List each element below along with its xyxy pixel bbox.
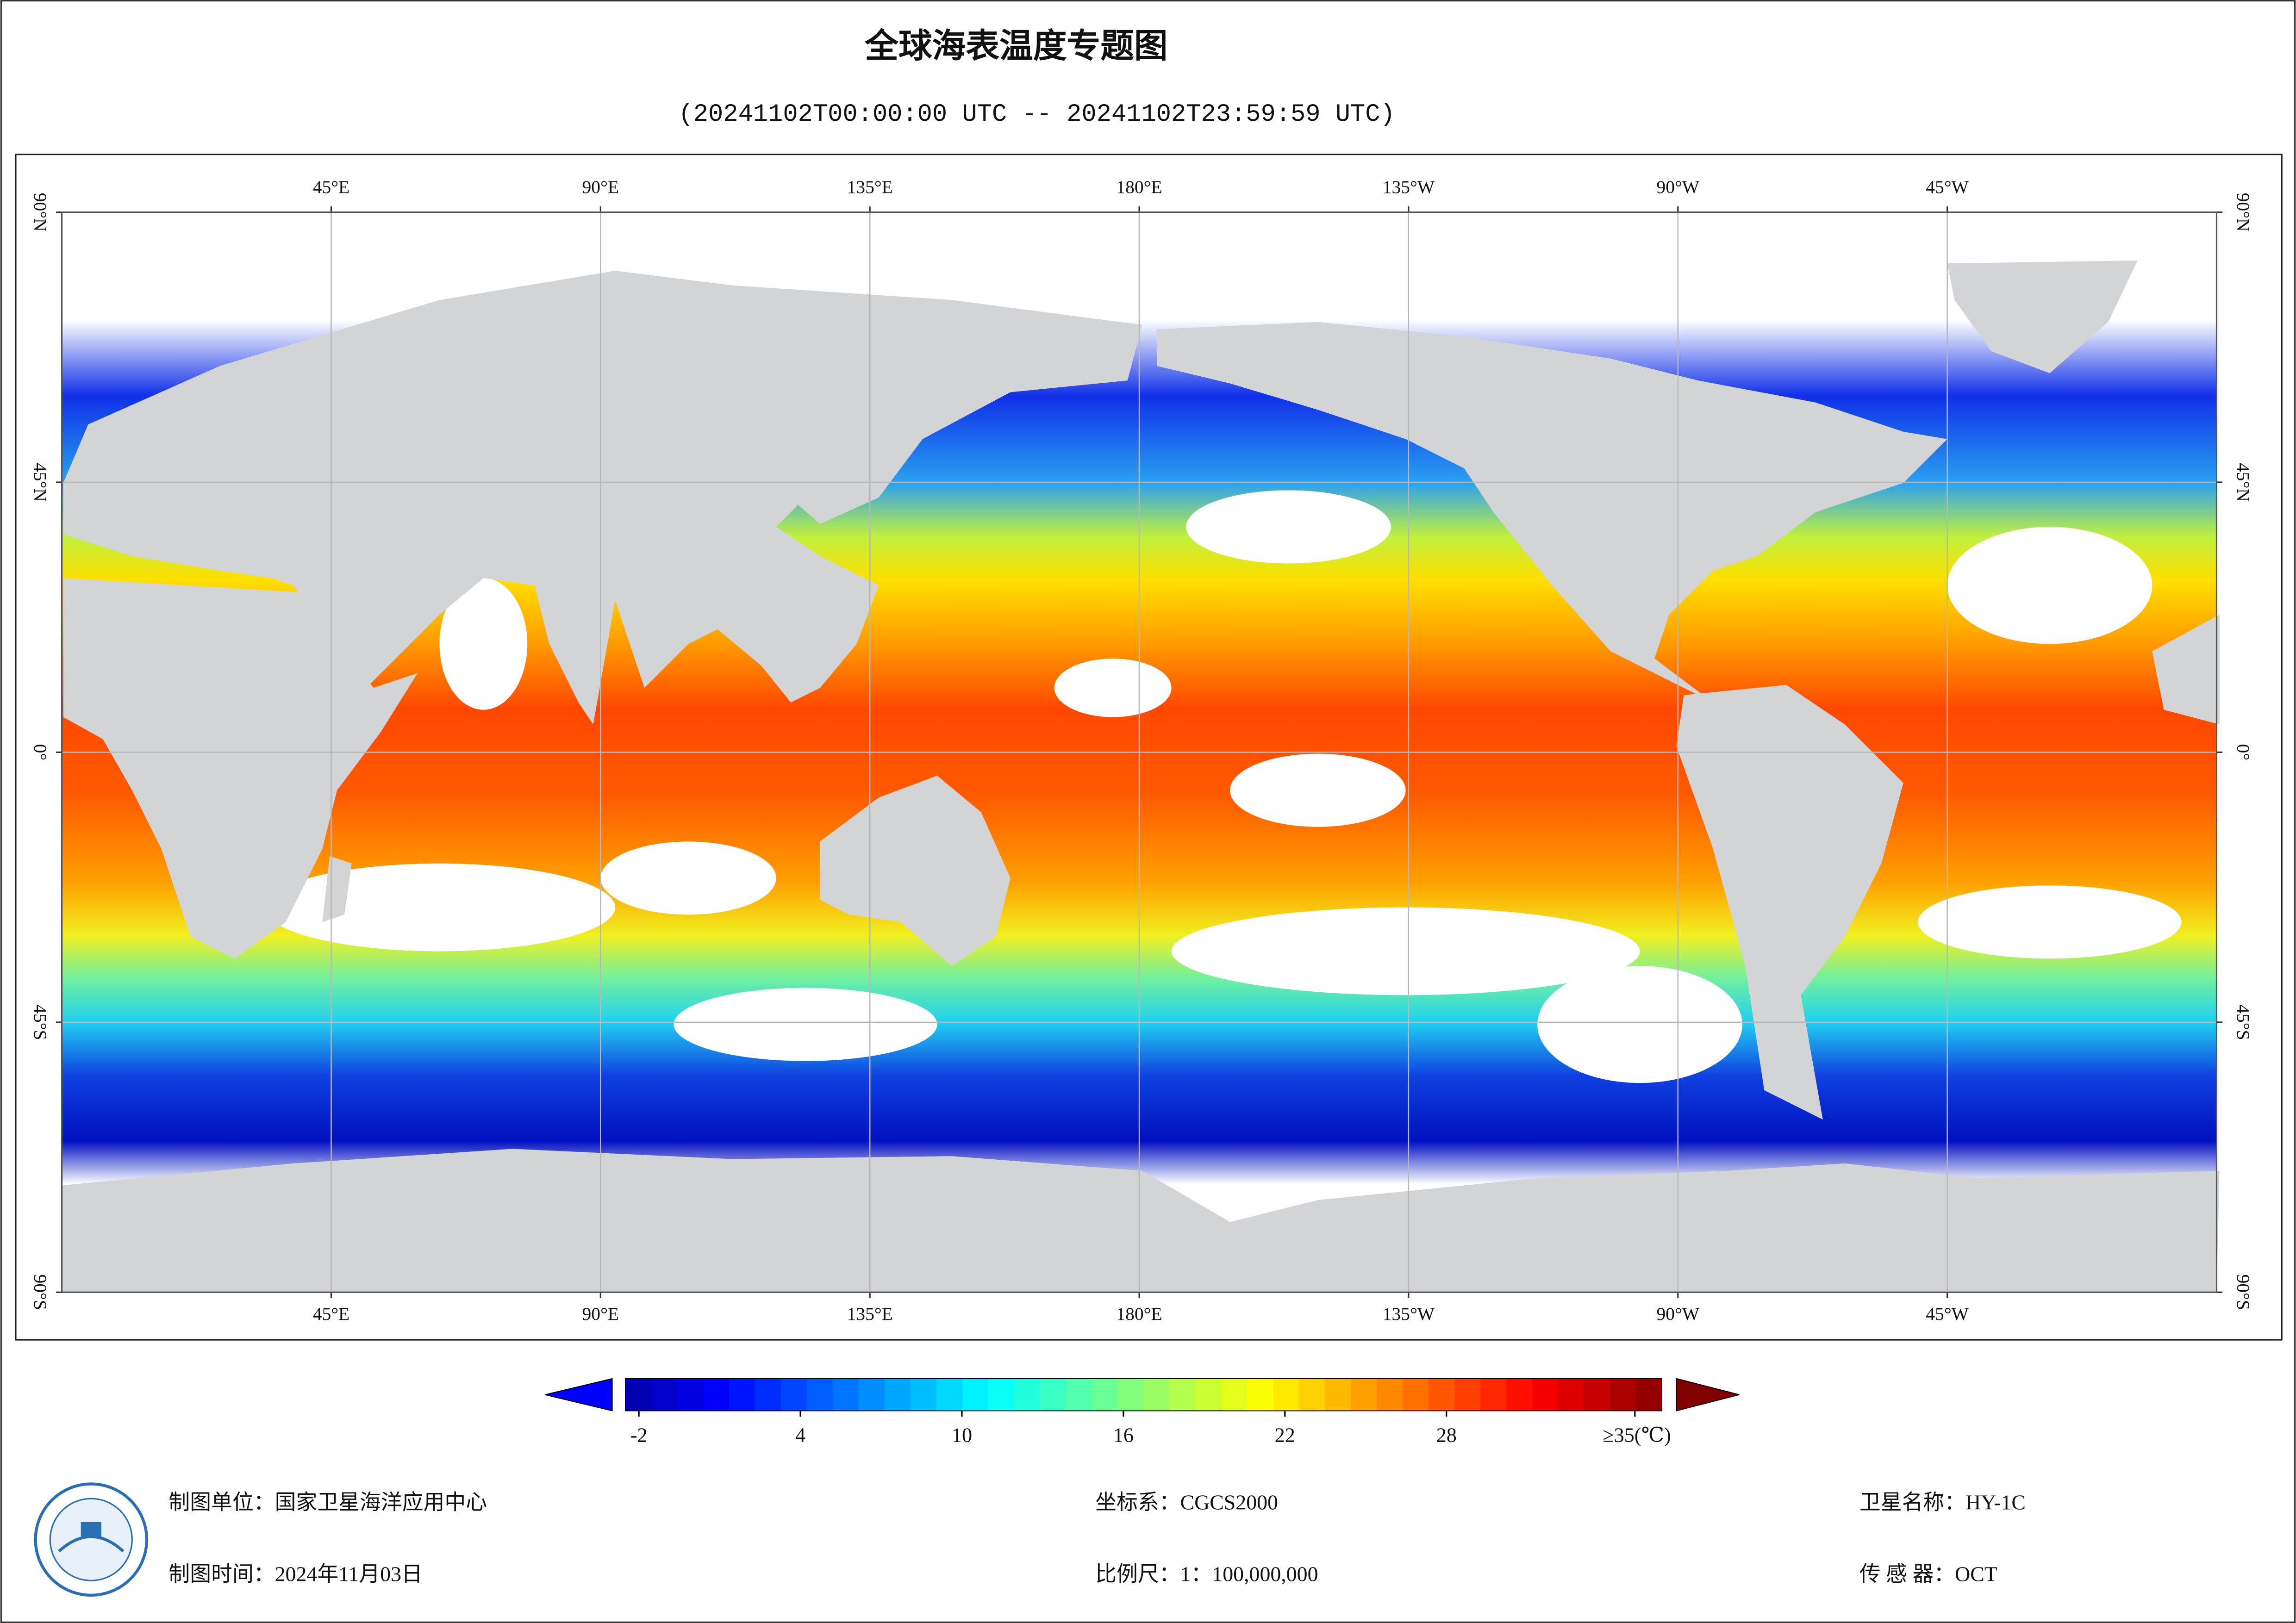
lat-label: 0°	[30, 744, 50, 761]
colorbar-swatch	[884, 1378, 911, 1411]
colorbar-swatch	[1454, 1378, 1481, 1411]
lon-label: 180°E	[1116, 1304, 1162, 1324]
lon-label: 45°E	[313, 177, 349, 197]
colorbar-swatch	[1635, 1378, 1662, 1411]
colorbar-swatch	[651, 1378, 678, 1411]
colorbar-swatch	[1117, 1378, 1144, 1411]
lon-label: 135°E	[847, 1304, 893, 1324]
colorbar-swatch	[1610, 1378, 1636, 1411]
colorbar-swatch	[1273, 1378, 1300, 1411]
colorbar-label: 22	[1275, 1424, 1295, 1447]
colorbar-swatch	[806, 1378, 833, 1411]
colorbar-swatch	[1584, 1378, 1610, 1411]
colorbar-label: ≥35(℃)	[1603, 1424, 1671, 1447]
lon-label: 90°E	[582, 1304, 619, 1324]
colorbar-swatch	[755, 1378, 781, 1411]
colorbar-swatch	[1403, 1378, 1429, 1411]
colorbar-swatch	[677, 1378, 704, 1411]
colorbar-swatch	[780, 1378, 807, 1411]
colorbar-label: 4	[795, 1424, 805, 1447]
logo	[34, 1482, 149, 1597]
colorbar-low-arrow	[544, 1378, 613, 1412]
colorbar-swatch	[1143, 1378, 1170, 1411]
lon-label: 135°W	[1383, 177, 1435, 197]
lat-label: 90°S	[2233, 1275, 2253, 1310]
map-border	[61, 211, 2218, 1293]
lat-label: 45°N	[30, 463, 50, 502]
colorbar-swatch	[936, 1378, 963, 1411]
title: 全球海表温度专题图	[864, 27, 1167, 65]
colorbar-swatch	[1169, 1378, 1196, 1411]
lon-label: 45°W	[1926, 1304, 1969, 1324]
colorbar-label: 28	[1436, 1424, 1457, 1447]
footer-unit: 制图单位：国家卫星海洋应用中心	[168, 1490, 487, 1514]
colorbar-swatch	[858, 1378, 885, 1411]
colorbar-swatch	[1040, 1378, 1067, 1411]
lat-label: 45°N	[2233, 463, 2253, 502]
colorbar-swatch	[1299, 1378, 1326, 1411]
lat-label: 90°N	[2233, 193, 2253, 232]
colorbar-label: -2	[630, 1424, 648, 1447]
lat-label: 90°N	[30, 193, 50, 232]
land	[62, 260, 2220, 1293]
footer-satellite: 卫星名称：HY-1C	[1859, 1490, 2026, 1514]
clouds	[263, 490, 2182, 1083]
colorbar: -2 4 10 16 22 28 ≥35(℃)	[544, 1378, 1740, 1447]
lon-label: 90°W	[1656, 1304, 1699, 1324]
lon-label: 180°E	[1116, 177, 1162, 197]
colorbar-swatch	[729, 1378, 755, 1411]
colorbar-swatch	[910, 1378, 937, 1411]
colorbar-swatch	[703, 1378, 730, 1411]
colorbar-swatch	[832, 1378, 859, 1411]
lon-label: 135°E	[847, 177, 893, 197]
footer-scale: 比例尺：1：100,000,000	[1095, 1562, 1318, 1586]
colorbar-swatch	[1351, 1378, 1378, 1411]
colorbar-label: 10	[952, 1424, 972, 1447]
colorbar-swatch	[1247, 1378, 1274, 1411]
colorbar-swatch	[1377, 1378, 1404, 1411]
colorbar-swatch	[1558, 1378, 1585, 1411]
colorbar-swatch	[625, 1378, 652, 1411]
lat-label: 45°S	[30, 1004, 50, 1040]
colorbar-high-arrow	[1676, 1378, 1740, 1412]
footer-date: 制图时间：2024年11月03日	[168, 1562, 422, 1586]
colorbar-swatch	[1014, 1378, 1041, 1411]
lon-label: 45°W	[1926, 177, 1969, 197]
footer-sensor: 传 感 器：OCT	[1859, 1562, 1997, 1586]
colorbar-swatch	[1429, 1378, 1455, 1411]
colorbar-border	[625, 1378, 1662, 1412]
colorbar-swatch	[1506, 1378, 1533, 1411]
colorbar-swatch	[1532, 1378, 1559, 1411]
subtitle: (20241102T00:00:00 UTC -- 20241102T23:59…	[679, 100, 1395, 129]
colorbar-swatch	[1480, 1378, 1507, 1411]
lon-label: 45°E	[313, 1304, 349, 1324]
lat-label: 0°	[2233, 744, 2253, 761]
colorbar-swatch	[988, 1378, 1015, 1411]
footer-crs: 坐标系：CGCS2000	[1095, 1490, 1278, 1514]
lon-label: 135°W	[1383, 1304, 1435, 1324]
colorbar-label: 16	[1113, 1424, 1134, 1447]
lon-label: 90°E	[582, 177, 619, 197]
colorbar-swatch	[1066, 1378, 1092, 1411]
map-frame	[15, 154, 2283, 1341]
colorbar-swatch	[1195, 1378, 1222, 1411]
colorbar-swatch	[962, 1378, 989, 1411]
colorbar-swatch	[1092, 1378, 1118, 1411]
lat-label: 45°S	[2233, 1004, 2253, 1040]
colorbar-swatch	[1325, 1378, 1352, 1411]
colorbar-swatch	[1221, 1378, 1248, 1411]
lon-label: 90°W	[1656, 177, 1699, 197]
lat-label: 90°S	[30, 1275, 50, 1310]
